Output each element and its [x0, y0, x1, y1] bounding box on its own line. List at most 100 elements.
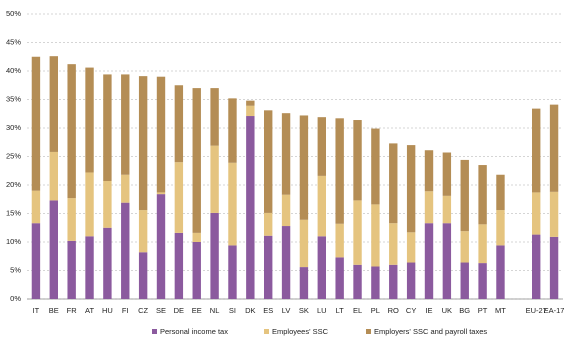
x-tick-label: EL	[353, 306, 362, 315]
bar-segment	[442, 152, 452, 196]
bar-segment	[424, 223, 434, 299]
bar-segment	[281, 226, 291, 299]
legend-swatch	[152, 329, 157, 334]
bar-segment	[371, 266, 380, 299]
legend-swatch	[264, 329, 269, 334]
bar-segment	[478, 263, 487, 299]
x-tick-label: ES	[263, 306, 273, 315]
bar-segment	[174, 162, 184, 233]
bar-segment	[85, 172, 94, 237]
bar-segment	[156, 192, 166, 195]
bar-segment	[228, 98, 237, 163]
bar-segment	[389, 143, 398, 224]
x-tick-label: UK	[442, 306, 452, 315]
bar-segment	[67, 240, 76, 299]
bar-segment	[49, 200, 58, 299]
bar-segment	[138, 210, 148, 253]
bar-segment	[138, 76, 148, 211]
bar-segment	[264, 235, 273, 299]
x-tick-label: MT	[495, 306, 506, 315]
y-tick-label: 5%	[10, 265, 21, 274]
x-tick-label: DK	[245, 306, 255, 315]
bar-segment	[532, 108, 541, 193]
x-tick-label: SK	[299, 306, 309, 315]
bar-segment	[353, 200, 362, 265]
x-tick-label: RO	[388, 306, 399, 315]
bar-segment	[138, 252, 148, 299]
bar-segment	[389, 264, 398, 299]
bar-segment	[460, 262, 469, 299]
bar-segment	[121, 74, 130, 175]
bar-segment	[103, 74, 112, 182]
x-tick-label: CZ	[138, 306, 148, 315]
bar-segment	[424, 191, 434, 224]
bar-segment	[192, 232, 201, 242]
bar-segment	[299, 115, 309, 220]
bar-segment	[317, 117, 326, 176]
x-tick-label: NL	[210, 306, 220, 315]
bar-segment	[353, 120, 362, 201]
bar-segment	[264, 110, 273, 213]
bar-segment	[264, 212, 273, 236]
bar-segment	[210, 212, 219, 299]
bar-segment	[31, 190, 41, 224]
y-tick-label: 50%	[6, 9, 21, 18]
bar-segment	[532, 234, 541, 299]
x-tick-label: LV	[282, 306, 291, 315]
bar-segment	[85, 67, 94, 173]
bar-segment	[406, 232, 416, 263]
y-tick-label: 10%	[6, 237, 21, 246]
x-tick-label: SI	[229, 306, 236, 315]
x-tick-label: AT	[85, 306, 94, 315]
y-tick-label: 0%	[10, 294, 21, 303]
x-tick-label: FR	[67, 306, 78, 315]
x-tick-label: EE	[192, 306, 202, 315]
x-tick-label: IE	[425, 306, 432, 315]
bar-segment	[31, 223, 41, 299]
bar-segment	[228, 162, 237, 246]
bar-segment	[228, 245, 237, 299]
bar-segment	[442, 223, 452, 299]
bar-segment	[406, 262, 416, 299]
bar-segment	[49, 151, 58, 201]
bar-segment	[442, 195, 452, 224]
bar-segment	[67, 198, 76, 241]
bar-segment	[210, 88, 219, 146]
bar-segment	[371, 128, 380, 205]
legend-swatch	[366, 329, 371, 334]
bar-segment	[478, 165, 487, 225]
x-tick-label: BE	[49, 306, 59, 315]
legend-label: Employers' SSC and payroll taxes	[374, 327, 487, 336]
bar-segment	[549, 236, 559, 299]
x-tick-label: PT	[478, 306, 488, 315]
bar-segment	[103, 181, 112, 228]
bar-segment	[317, 175, 326, 237]
bar-segment	[335, 223, 344, 258]
bar-segment	[549, 104, 559, 192]
bar-segment	[246, 105, 255, 117]
bar-segment	[496, 174, 505, 211]
bar-segment	[335, 257, 344, 299]
bar-segment	[424, 150, 434, 192]
y-tick-label: 20%	[6, 180, 21, 189]
bar-segment	[460, 231, 469, 263]
legend-label: Employees' SSC	[272, 327, 329, 336]
bar-segment	[281, 113, 291, 195]
bar-segment	[549, 191, 559, 237]
y-tick-label: 25%	[6, 151, 21, 160]
x-tick-label: LT	[336, 306, 345, 315]
bar-segment	[31, 56, 41, 191]
x-tick-label: IT	[33, 306, 40, 315]
bar-segment	[478, 224, 487, 264]
bar-segment	[532, 192, 541, 235]
bar-segment	[49, 56, 58, 152]
x-tick-label: BG	[459, 306, 470, 315]
bar-segment	[174, 85, 184, 163]
x-tick-label: CY	[406, 306, 416, 315]
bar-segment	[371, 204, 380, 267]
y-tick-label: 35%	[6, 94, 21, 103]
bar-segment	[103, 227, 112, 299]
bar-segment	[85, 236, 94, 299]
bar-segment	[210, 145, 219, 213]
bar-segment	[192, 88, 201, 233]
